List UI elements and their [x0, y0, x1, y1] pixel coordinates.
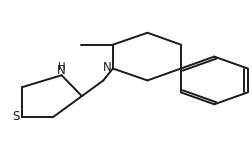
Text: H: H	[58, 62, 65, 72]
Text: S: S	[13, 110, 20, 123]
Text: N: N	[57, 64, 66, 77]
Text: N: N	[103, 60, 111, 74]
